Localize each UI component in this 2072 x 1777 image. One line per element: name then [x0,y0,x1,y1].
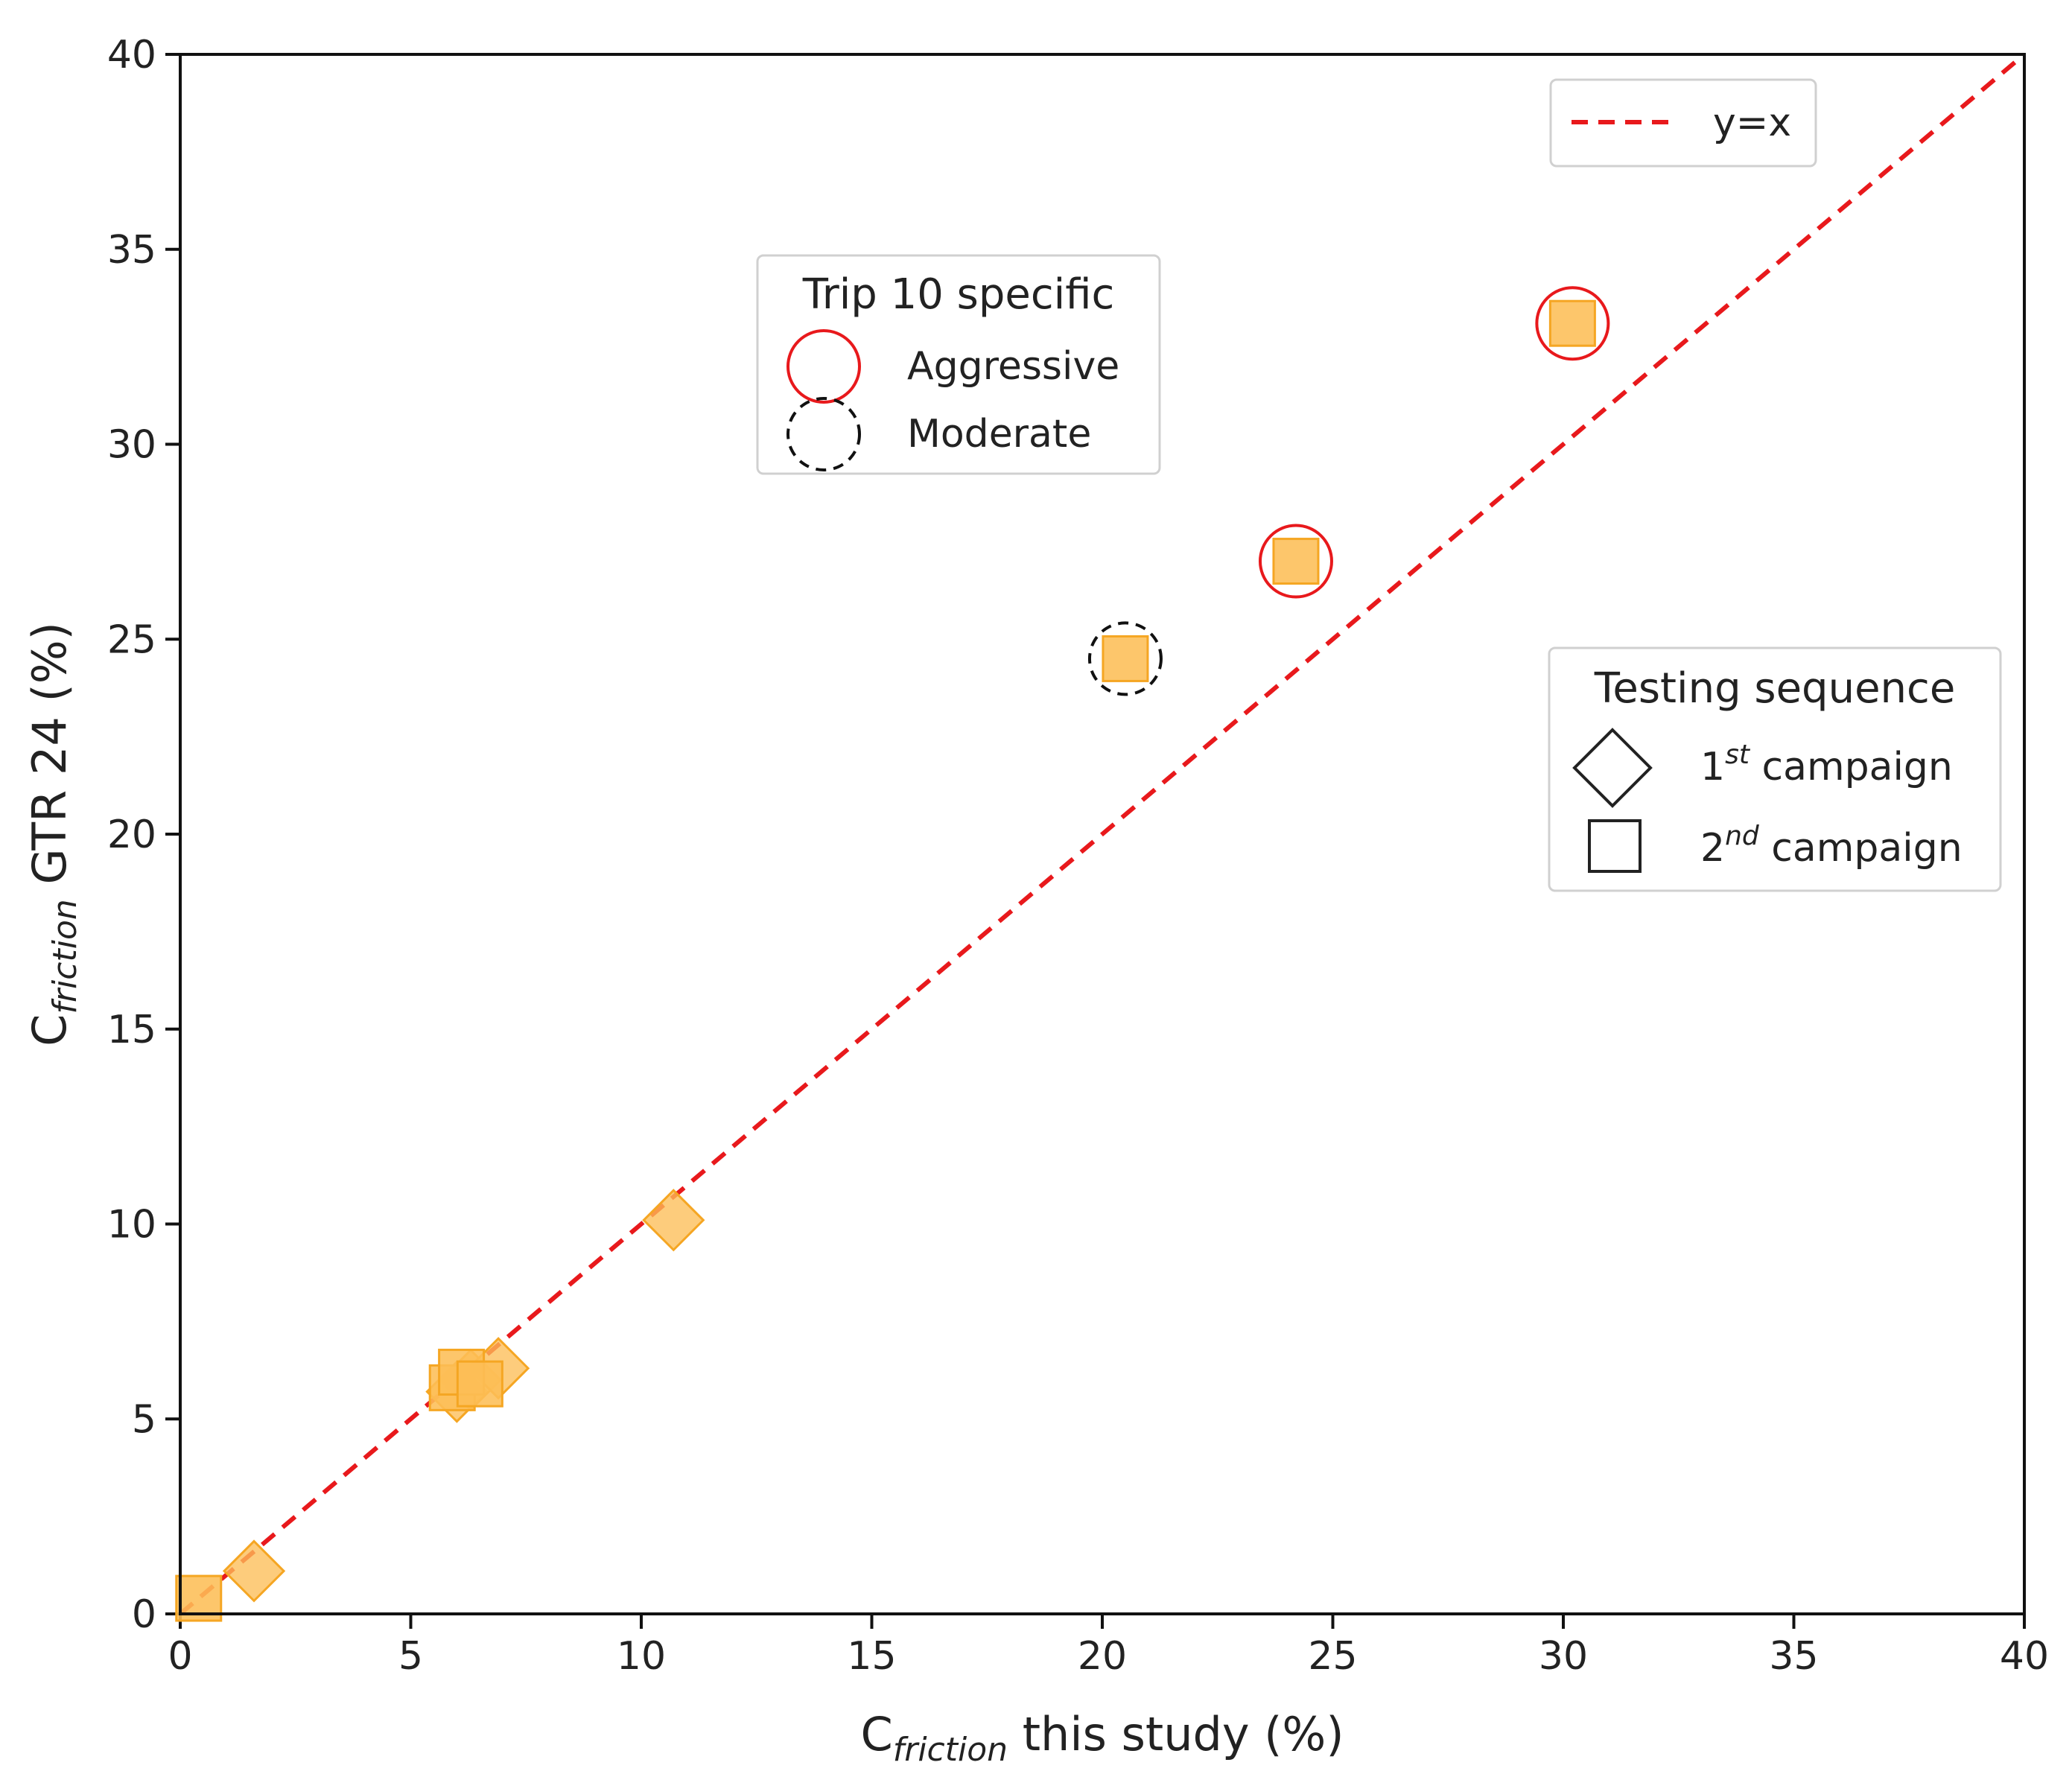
x-axis-label-suffix: this study (%) [1008,1707,1344,1761]
y-axis-label: Cfriction GTR 24 (%) [22,622,84,1046]
legend-diamond-icon [1572,728,1653,808]
x-tick-label: 10 [617,1634,666,1679]
y-tick-label: 0 [132,1592,156,1637]
data-point-square [456,1360,503,1408]
y-tick-label: 20 [107,813,156,857]
legend-sequence: Testing sequence 1st campaign 2nd campai… [1548,646,2002,892]
legend-first-num: 1 [1700,745,1725,789]
legend-aggressive-label: Aggressive [907,344,1119,389]
aggressive-halo [1535,286,1610,361]
legend-first-text: campaign [1750,745,1953,789]
legend-trip10-title: Trip 10 specific [802,270,1115,319]
data-point-square [1102,635,1149,682]
x-tick-label: 20 [1078,1634,1127,1679]
data-point-diamond [222,1539,286,1603]
data-point-square [1548,299,1596,347]
trip10-halos [1087,286,1610,696]
legend-second-sup: nd [1725,821,1760,851]
legend-moderate-circle-icon [786,397,861,471]
legend-second-text: campaign [1759,826,1963,871]
x-tick-label: 40 [2000,1634,2049,1679]
x-tick-label: 0 [168,1634,192,1679]
y-tick-label: 35 [107,228,156,273]
legend-second-campaign-label: 2nd campaign [1700,821,1963,871]
legend-sequence-title: Testing sequence [1594,664,1956,713]
aggressive-halo [1258,524,1333,599]
axis-ticks: 0 5 10 15 20 25 30 35 40 0 5 10 15 20 25 30 35 40 [107,33,2049,1679]
legend-trip10-box [756,254,1161,475]
y-axis-label-subscript: friction [46,899,84,1014]
legend-line: y=x [1549,78,1817,168]
y-tick-label: 10 [107,1203,156,1247]
legend-sequence-box [1548,646,2002,892]
x-tick-label: 35 [1769,1634,1818,1679]
legend-line-box [1549,78,1817,168]
legend-square-icon [1588,819,1642,873]
moderate-halo [1087,621,1163,696]
legend-first-sup: st [1725,740,1751,770]
x-tick-label: 15 [847,1634,896,1679]
y-tick-label: 5 [132,1397,156,1442]
data-markers [175,299,1596,1622]
x-tick-label: 30 [1539,1634,1588,1679]
y-axis-label-prefix: C [22,1014,77,1046]
x-axis-label-subscript: friction [893,1731,1008,1769]
x-tick-label: 5 [398,1634,423,1679]
x-axis-label: Cfriction this study (%) [860,1707,1344,1769]
y-tick-label: 30 [107,423,156,468]
x-axis-label-prefix: C [860,1707,892,1761]
plot-frame [179,53,2026,1615]
y-tick-label: 40 [107,33,156,77]
y-tick-label: 25 [107,617,156,662]
data-point-diamond [642,1189,705,1252]
x-tick-label: 25 [1308,1634,1357,1679]
y-axis-label-suffix: GTR 24 (%) [22,622,77,899]
legend-line-label: y=x [1713,101,1791,145]
legend-second-num: 2 [1700,826,1725,871]
y-tick-label: 15 [107,1008,156,1052]
legend-aggressive-circle-icon [786,329,861,404]
legend-trip10: Trip 10 specific Aggressive Moderate [756,254,1161,475]
legend-moderate-label: Moderate [907,412,1091,457]
legend-first-campaign-label: 1st campaign [1700,740,1953,789]
data-point-square [1272,538,1320,585]
